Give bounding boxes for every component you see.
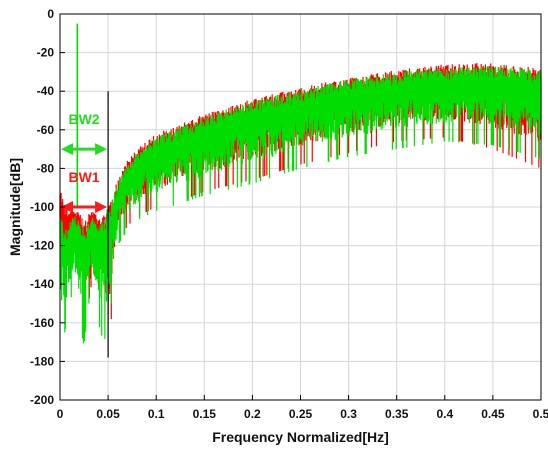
x-tick-label: 0.5 (533, 407, 548, 421)
marker-layer (76, 23, 109, 358)
y-tick-label: 0 (47, 7, 54, 21)
arrow-head-left (61, 201, 73, 213)
y-tick-label: -180 (30, 354, 54, 368)
x-tick-label: 0.1 (148, 407, 165, 421)
x-tick-label: 0.4 (436, 407, 453, 421)
arrow-head-right (95, 143, 108, 156)
arrow-head-left (61, 143, 73, 156)
y-tick-label: -100 (30, 200, 54, 214)
annotation-label: BW1 (68, 169, 99, 185)
y-tick-label: -60 (37, 123, 55, 137)
annotation-label: BW2 (68, 111, 99, 127)
arrow-head-right (95, 201, 108, 213)
x-tick-label: 0.35 (385, 407, 409, 421)
x-tick-label: 0.25 (289, 407, 313, 421)
x-tick-label: 0.3 (340, 407, 357, 421)
tick-layer: 0 0.05 0.1 0.15 0.2 0.25 0.3 0.35 0.4 0.45 0.50-20… (30, 7, 548, 421)
annotation-layer: BW2 BW1 (61, 111, 108, 213)
x-tick-label: 0.05 (96, 407, 120, 421)
y-tick-label: -40 (37, 84, 55, 98)
x-tick-label: 0.15 (193, 407, 217, 421)
y-tick-label: -20 (37, 46, 55, 60)
y-tick-label: -200 (30, 393, 54, 407)
annotation-bw2: BW2 (61, 111, 108, 156)
x-axis-label: Frequency Normalized[Hz] (212, 429, 389, 445)
y-tick-label: -160 (30, 316, 54, 330)
y-tick-label: -80 (37, 161, 55, 175)
x-tick-label: 0.2 (244, 407, 261, 421)
x-tick-label: 0 (57, 407, 64, 421)
y-tick-label: -120 (30, 239, 54, 253)
annotation-bw1: BW1 (61, 169, 108, 213)
y-axis-label: Magnitude[dB] (7, 158, 23, 256)
x-tick-label: 0.45 (481, 407, 505, 421)
series-layer (59, 63, 542, 344)
y-tick-label: -140 (30, 277, 54, 291)
